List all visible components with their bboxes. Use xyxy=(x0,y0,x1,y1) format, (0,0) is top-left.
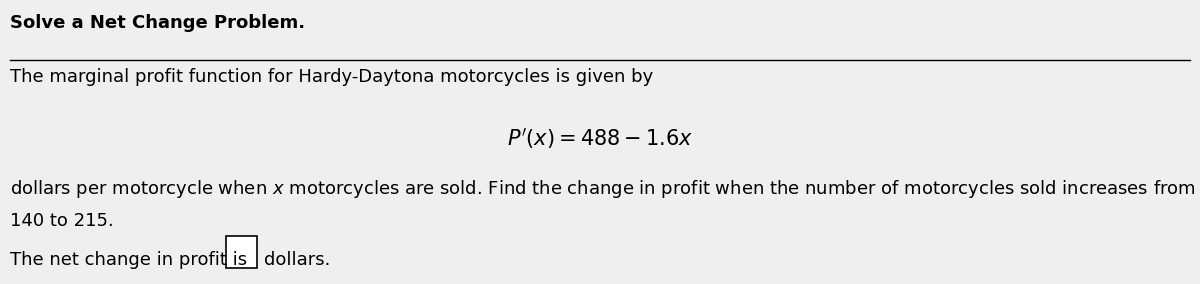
Text: dollars.: dollars. xyxy=(264,251,330,269)
Text: Solve a Net Change Problem.: Solve a Net Change Problem. xyxy=(10,14,305,32)
Text: $P'(x) = 488 - 1.6x$: $P'(x) = 488 - 1.6x$ xyxy=(506,126,694,151)
Text: dollars per motorcycle when $x$ motorcycles are sold. Find the change in profit : dollars per motorcycle when $x$ motorcyc… xyxy=(10,178,1195,199)
Text: 140 to 215.: 140 to 215. xyxy=(10,212,113,229)
Text: The net change in profit is: The net change in profit is xyxy=(10,251,247,269)
Text: The marginal profit function for Hardy-Daytona motorcycles is given by: The marginal profit function for Hardy-D… xyxy=(10,68,653,86)
